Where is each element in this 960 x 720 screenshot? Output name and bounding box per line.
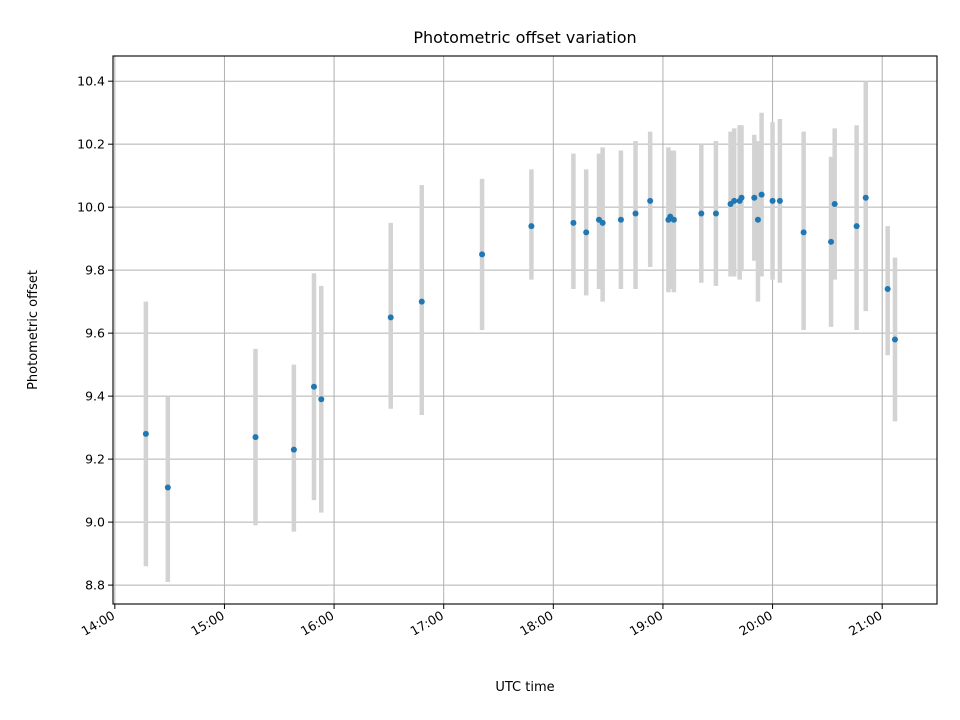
data-point [528, 223, 535, 230]
data-point [670, 216, 677, 223]
data-point [862, 194, 869, 201]
chart-title: Photometric offset variation [413, 28, 636, 47]
x-tick-label: 19:00 [627, 608, 666, 639]
data-point [142, 430, 149, 437]
x-tick-label: 16:00 [298, 608, 337, 639]
axes-frame [112, 55, 938, 605]
x-axis-label: UTC time [495, 680, 554, 695]
data-point [252, 434, 259, 441]
data-point [164, 484, 171, 491]
y-tick-label: 9.0 [85, 515, 105, 530]
data-point [828, 238, 835, 245]
data-point [698, 210, 705, 217]
data-point [647, 197, 654, 204]
data-point [599, 219, 606, 226]
data-point [617, 216, 624, 223]
data-point [570, 219, 577, 226]
x-tick-label: 21:00 [846, 608, 885, 639]
data-point [318, 396, 325, 403]
y-tick-label: 9.8 [85, 263, 105, 278]
data-point [831, 201, 838, 208]
y-tick-label: 9.6 [85, 326, 105, 341]
y-tick-label: 10.4 [77, 74, 105, 89]
data-point [418, 298, 425, 305]
data-point [853, 223, 860, 230]
data-point [310, 383, 317, 390]
data-point [891, 336, 898, 343]
data-point [800, 229, 807, 236]
grid-lines [113, 56, 937, 604]
y-tick-label: 9.2 [85, 452, 105, 467]
data-point [583, 229, 590, 236]
data-point [738, 194, 745, 201]
y-tick-label: 8.8 [85, 578, 105, 593]
data-point [731, 197, 738, 204]
x-tick-label: 20:00 [736, 608, 775, 639]
x-tick-label: 17:00 [407, 608, 446, 639]
y-tick-label: 10.0 [77, 200, 105, 215]
data-point [632, 210, 639, 217]
data-point [751, 194, 758, 201]
x-tick-label: 14:00 [79, 608, 118, 639]
y-axis-ticks: 8.8 9.0 9.2 9.4 9.6 9.8 10.0 10.2 10.4 [77, 74, 113, 593]
data-point [387, 314, 394, 321]
error-bars [143, 81, 898, 582]
data-point [290, 446, 297, 453]
data-point [754, 216, 761, 223]
data-point [776, 197, 783, 204]
y-axis-label: Photometric offset [26, 270, 41, 390]
data-point [758, 191, 765, 198]
data-point [479, 251, 486, 258]
data-point [712, 210, 719, 217]
data-points [142, 191, 898, 491]
x-tick-label: 18:00 [517, 608, 556, 639]
data-point [769, 197, 776, 204]
x-tick-label: 15:00 [188, 608, 227, 639]
x-axis-ticks: 14:00 15:00 16:00 17:00 18:00 19:00 20:00 21:00 [79, 604, 885, 639]
y-tick-label: 10.2 [77, 137, 105, 152]
data-point [884, 286, 891, 293]
y-tick-label: 9.4 [85, 389, 105, 404]
